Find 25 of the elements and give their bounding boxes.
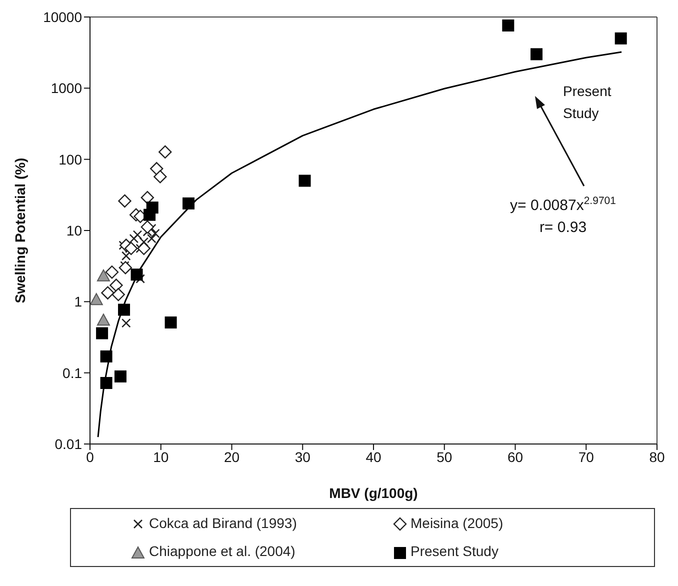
- x-axis-title: MBV (g/100g): [329, 485, 418, 501]
- x-tick-label: 60: [507, 448, 524, 465]
- legend-label: Present Study: [410, 543, 500, 560]
- x-tick-label: 10: [153, 448, 169, 465]
- y-tick-label: 1000: [50, 80, 82, 96]
- x-tick-label: 30: [294, 448, 311, 465]
- x-tick-label: 80: [649, 448, 665, 465]
- x-tick-label: 20: [224, 448, 240, 465]
- x-tick-label: 0: [86, 448, 94, 465]
- y-tick-label: 100: [58, 151, 82, 168]
- x-tick-label: 50: [436, 448, 452, 465]
- y-tick-label: 10: [66, 222, 82, 238]
- y-axis-title: Swelling Potential (%): [12, 158, 28, 304]
- y-tick-label: 0.01: [54, 436, 82, 452]
- legend-label: Chiappone et al. (2004): [148, 543, 296, 560]
- annotation: r= 0.93: [539, 219, 587, 236]
- legend-label: Meisina (2005): [410, 515, 504, 532]
- y-tick-label: 0.1: [62, 364, 82, 381]
- x-tick-label: 40: [366, 448, 382, 465]
- legend-label: Cokca ad Birand (1993): [148, 515, 298, 532]
- x-tick-label: 70: [578, 448, 594, 465]
- y-tick-label: 1: [74, 294, 82, 310]
- annotation: Present Study: [563, 83, 612, 121]
- annotation: y= 0.0087x$^{2.9701}$: [510, 195, 616, 214]
- y-tick-label: 10000: [43, 8, 82, 25]
